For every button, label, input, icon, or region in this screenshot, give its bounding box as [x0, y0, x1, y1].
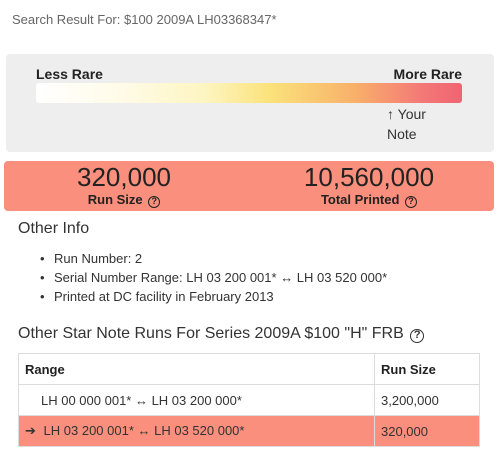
runs-table: Range Run Size LH 00 000 001* ↔ LH 03 20… [18, 353, 480, 447]
run-size-stat: 320,000 Run Size ? [4, 162, 244, 208]
total-printed-label: Total Printed [320, 192, 400, 207]
your-note-label-line1: Your [397, 106, 426, 122]
stats-panel: 320,000 Run Size ? 10,560,000 Total Prin… [4, 161, 494, 211]
table-row[interactable]: LH 00 000 001* ↔ LH 03 200 000* 3,200,00… [18, 384, 480, 416]
search-result-header: Search Result For: $100 2009A LH03368347… [0, 0, 500, 42]
other-runs-heading: Other Star Note Runs For Series 2009A $1… [18, 325, 425, 343]
range-text: LH 03 200 001* ↔ LH 03 520 000* [43, 423, 245, 438]
less-rare-label: Less Rare [36, 66, 103, 82]
your-note-label-line2: Note [387, 126, 417, 142]
run-size-cell: 320,000 [374, 415, 480, 447]
help-icon[interactable]: ? [410, 329, 425, 343]
search-result-label: Search Result For: $100 2009A LH03368347… [12, 12, 277, 27]
other-runs-title: Other Star Note Runs For Series 2009A $1… [18, 325, 404, 342]
help-icon[interactable]: ? [405, 196, 418, 208]
list-item: Serial Number Range: LH 03 200 001* ↔ LH… [40, 268, 387, 287]
run-size-label: Run Size [87, 192, 143, 207]
run-size-cell: 3,200,000 [374, 384, 480, 416]
rarity-panel: Less Rare More Rare ↑ Your Note [6, 54, 494, 152]
rarity-gradient-bar [36, 83, 462, 103]
up-arrow-icon: ↑ [387, 106, 394, 122]
help-icon[interactable]: ? [148, 196, 161, 208]
list-item: Run Number: 2 [40, 249, 387, 268]
run-size-column-header[interactable]: Run Size [374, 353, 480, 385]
table-row-current[interactable]: ➔ LH 03 200 001* ↔ LH 03 520 000* 320,00… [18, 415, 480, 447]
run-size-label-row: Run Size ? [4, 192, 244, 208]
range-cell: LH 00 000 001* ↔ LH 03 200 000* [18, 384, 375, 416]
your-note-marker: ↑ Your Note [387, 104, 447, 144]
range-column-header[interactable]: Range [18, 353, 375, 385]
other-info-heading: Other Info [18, 220, 90, 237]
range-cell: ➔ LH 03 200 001* ↔ LH 03 520 000* [18, 415, 375, 447]
total-printed-value: 10,560,000 [303, 162, 435, 192]
right-arrow-icon: ➔ [25, 423, 36, 438]
run-size-value: 320,000 [77, 162, 171, 192]
list-item: Printed at DC facility in February 2013 [40, 287, 387, 306]
total-printed-label-row: Total Printed ? [249, 192, 489, 208]
other-info-list: Run Number: 2 Serial Number Range: LH 03… [40, 249, 387, 306]
table-header-row: Range Run Size [18, 353, 480, 385]
more-rare-label: More Rare [393, 66, 462, 82]
total-printed-stat: 10,560,000 Total Printed ? [249, 162, 489, 208]
